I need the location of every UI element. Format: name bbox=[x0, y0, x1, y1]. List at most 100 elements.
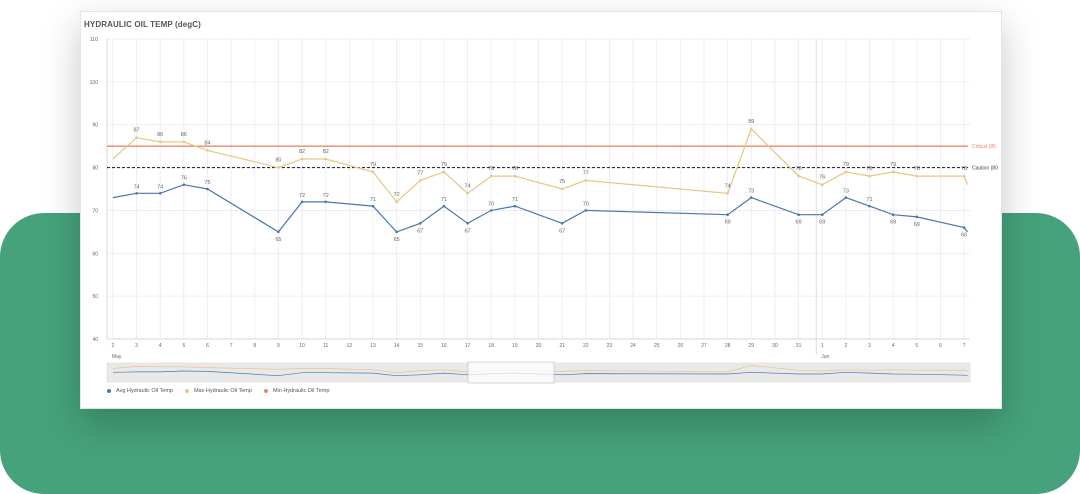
max-data-point bbox=[418, 179, 422, 182]
avg-data-point bbox=[868, 204, 871, 208]
max-data-point bbox=[324, 157, 328, 161]
max-data-label: 78 bbox=[796, 166, 802, 172]
month-label: Jun bbox=[821, 354, 829, 360]
max-data-point bbox=[206, 149, 209, 152]
max-data-label: 78 bbox=[961, 166, 967, 172]
avg-data-label: 73 bbox=[748, 189, 754, 195]
avg-data-point bbox=[300, 200, 304, 204]
max-data-label: 74 bbox=[465, 183, 471, 189]
avg-data-point bbox=[513, 204, 517, 208]
x-tick-label: 21 bbox=[559, 343, 565, 349]
x-tick-label: 27 bbox=[701, 343, 707, 349]
chart-card: HYDRAULIC OIL TEMP (degC) 40 50 60 70 80 90 10… bbox=[80, 11, 1002, 409]
x-tick-label: 5 bbox=[182, 343, 185, 349]
avg-data-point bbox=[915, 215, 919, 219]
avg-data-label: 71 bbox=[866, 197, 872, 203]
max-data-label: 77 bbox=[417, 170, 423, 176]
max-data-label: 77 bbox=[583, 170, 589, 176]
max-data-label: 79 bbox=[370, 162, 376, 168]
x-tick-label: 13 bbox=[370, 343, 376, 349]
x-tick-label: 9 bbox=[277, 343, 280, 349]
x-tick-label: 16 bbox=[441, 343, 447, 349]
avg-data-label: 76 bbox=[181, 176, 187, 182]
legend-item[interactable]: Avg Hydraulic Oil Temp bbox=[107, 388, 173, 394]
x-tick-label: 3 bbox=[868, 343, 871, 349]
max-data-point bbox=[442, 170, 446, 174]
max-data-point bbox=[962, 174, 966, 178]
x-tick-label: 22 bbox=[583, 343, 589, 349]
avg-data-point bbox=[371, 204, 375, 208]
max-data-point bbox=[844, 170, 848, 174]
caution-reference-label: Caution (80 bbox=[972, 166, 998, 172]
range-navigator-window[interactable] bbox=[467, 361, 555, 384]
avg-data-point bbox=[182, 183, 186, 187]
x-tick-label: 23 bbox=[607, 343, 613, 349]
max-data-point bbox=[891, 170, 895, 174]
avg-data-point bbox=[749, 196, 753, 199]
avg-data-label: 69 bbox=[890, 220, 896, 226]
x-tick-label: 7 bbox=[230, 343, 233, 349]
max-data-label: 84 bbox=[204, 140, 210, 146]
max-data-label: 79 bbox=[843, 162, 849, 168]
max-data-label: 86 bbox=[157, 132, 163, 138]
x-tick-label: 6 bbox=[939, 343, 942, 349]
max-data-label: 76 bbox=[819, 175, 825, 181]
avg-data-label: 69 bbox=[796, 220, 802, 226]
max-data-point bbox=[466, 191, 469, 195]
chart-title: HYDRAULIC OIL TEMP (degC) bbox=[84, 20, 201, 29]
x-tick-label: 28 bbox=[725, 343, 731, 349]
x-tick-label: 10 bbox=[299, 343, 305, 349]
avg-data-point bbox=[584, 209, 588, 212]
avg-data-label: 69 bbox=[819, 220, 825, 226]
x-tick-label: 12 bbox=[347, 343, 353, 349]
y-tick-label: 50 bbox=[92, 294, 98, 300]
max-data-point bbox=[726, 191, 729, 195]
avg-data-point bbox=[206, 187, 209, 191]
avg-data-point bbox=[844, 196, 848, 199]
x-tick-label: 20 bbox=[536, 343, 542, 349]
max-data-label: 78 bbox=[914, 166, 920, 172]
max-data-point bbox=[797, 174, 800, 178]
max-data-label: 78 bbox=[866, 166, 872, 172]
x-tick-label: 3 bbox=[135, 343, 138, 349]
max-data-point bbox=[513, 174, 517, 178]
avg-data-point bbox=[962, 226, 966, 229]
max-data-label: 82 bbox=[323, 149, 329, 155]
legend-label: Avg Hydraulic Oil Temp bbox=[116, 388, 173, 394]
max-data-label: 82 bbox=[299, 149, 305, 155]
avg-data-label: 73 bbox=[843, 189, 849, 195]
avg-data-label: 71 bbox=[441, 197, 447, 203]
x-tick-label: 7 bbox=[963, 343, 966, 349]
max-data-label: 87 bbox=[133, 128, 139, 134]
x-tick-label: 19 bbox=[512, 343, 518, 349]
legend-item[interactable]: Max Hydraulic Oil Temp bbox=[184, 388, 252, 394]
x-tick-label: 2 bbox=[112, 343, 115, 349]
x-tick-label: 8 bbox=[253, 343, 256, 349]
avg-data-label: 69 bbox=[725, 220, 731, 226]
x-tick-label: 5 bbox=[915, 343, 918, 349]
x-tick-label: 18 bbox=[488, 343, 494, 349]
x-tick-label: 1 bbox=[821, 343, 824, 349]
avg-data-label: 74 bbox=[133, 184, 139, 190]
max-series-line bbox=[112, 127, 969, 203]
max-data-point bbox=[915, 174, 919, 178]
avg-data-label: 67 bbox=[417, 228, 423, 234]
month-label: May bbox=[112, 354, 122, 360]
chart-legend: Avg Hydraulic Oil Temp Max Hydraulic Oil … bbox=[107, 388, 329, 394]
max-data-label: 78 bbox=[512, 166, 518, 172]
avg-data-point bbox=[135, 191, 138, 195]
x-tick-label: 14 bbox=[394, 343, 400, 349]
avg-data-label: 69 bbox=[914, 222, 920, 228]
avg-data-point bbox=[158, 191, 162, 195]
avg-data-label: 67 bbox=[559, 228, 565, 234]
avg-data-label: 70 bbox=[488, 201, 494, 207]
x-tick-label: 4 bbox=[892, 343, 895, 349]
legend-item[interactable]: Min Hydraulic Oil Temp bbox=[263, 388, 329, 394]
max-data-point bbox=[820, 183, 824, 187]
x-tick-label: 24 bbox=[630, 343, 636, 349]
x-tick-label: 26 bbox=[678, 343, 684, 349]
avg-data-point bbox=[820, 213, 824, 217]
max-data-label: 78 bbox=[488, 166, 494, 172]
avg-data-point bbox=[489, 209, 493, 212]
